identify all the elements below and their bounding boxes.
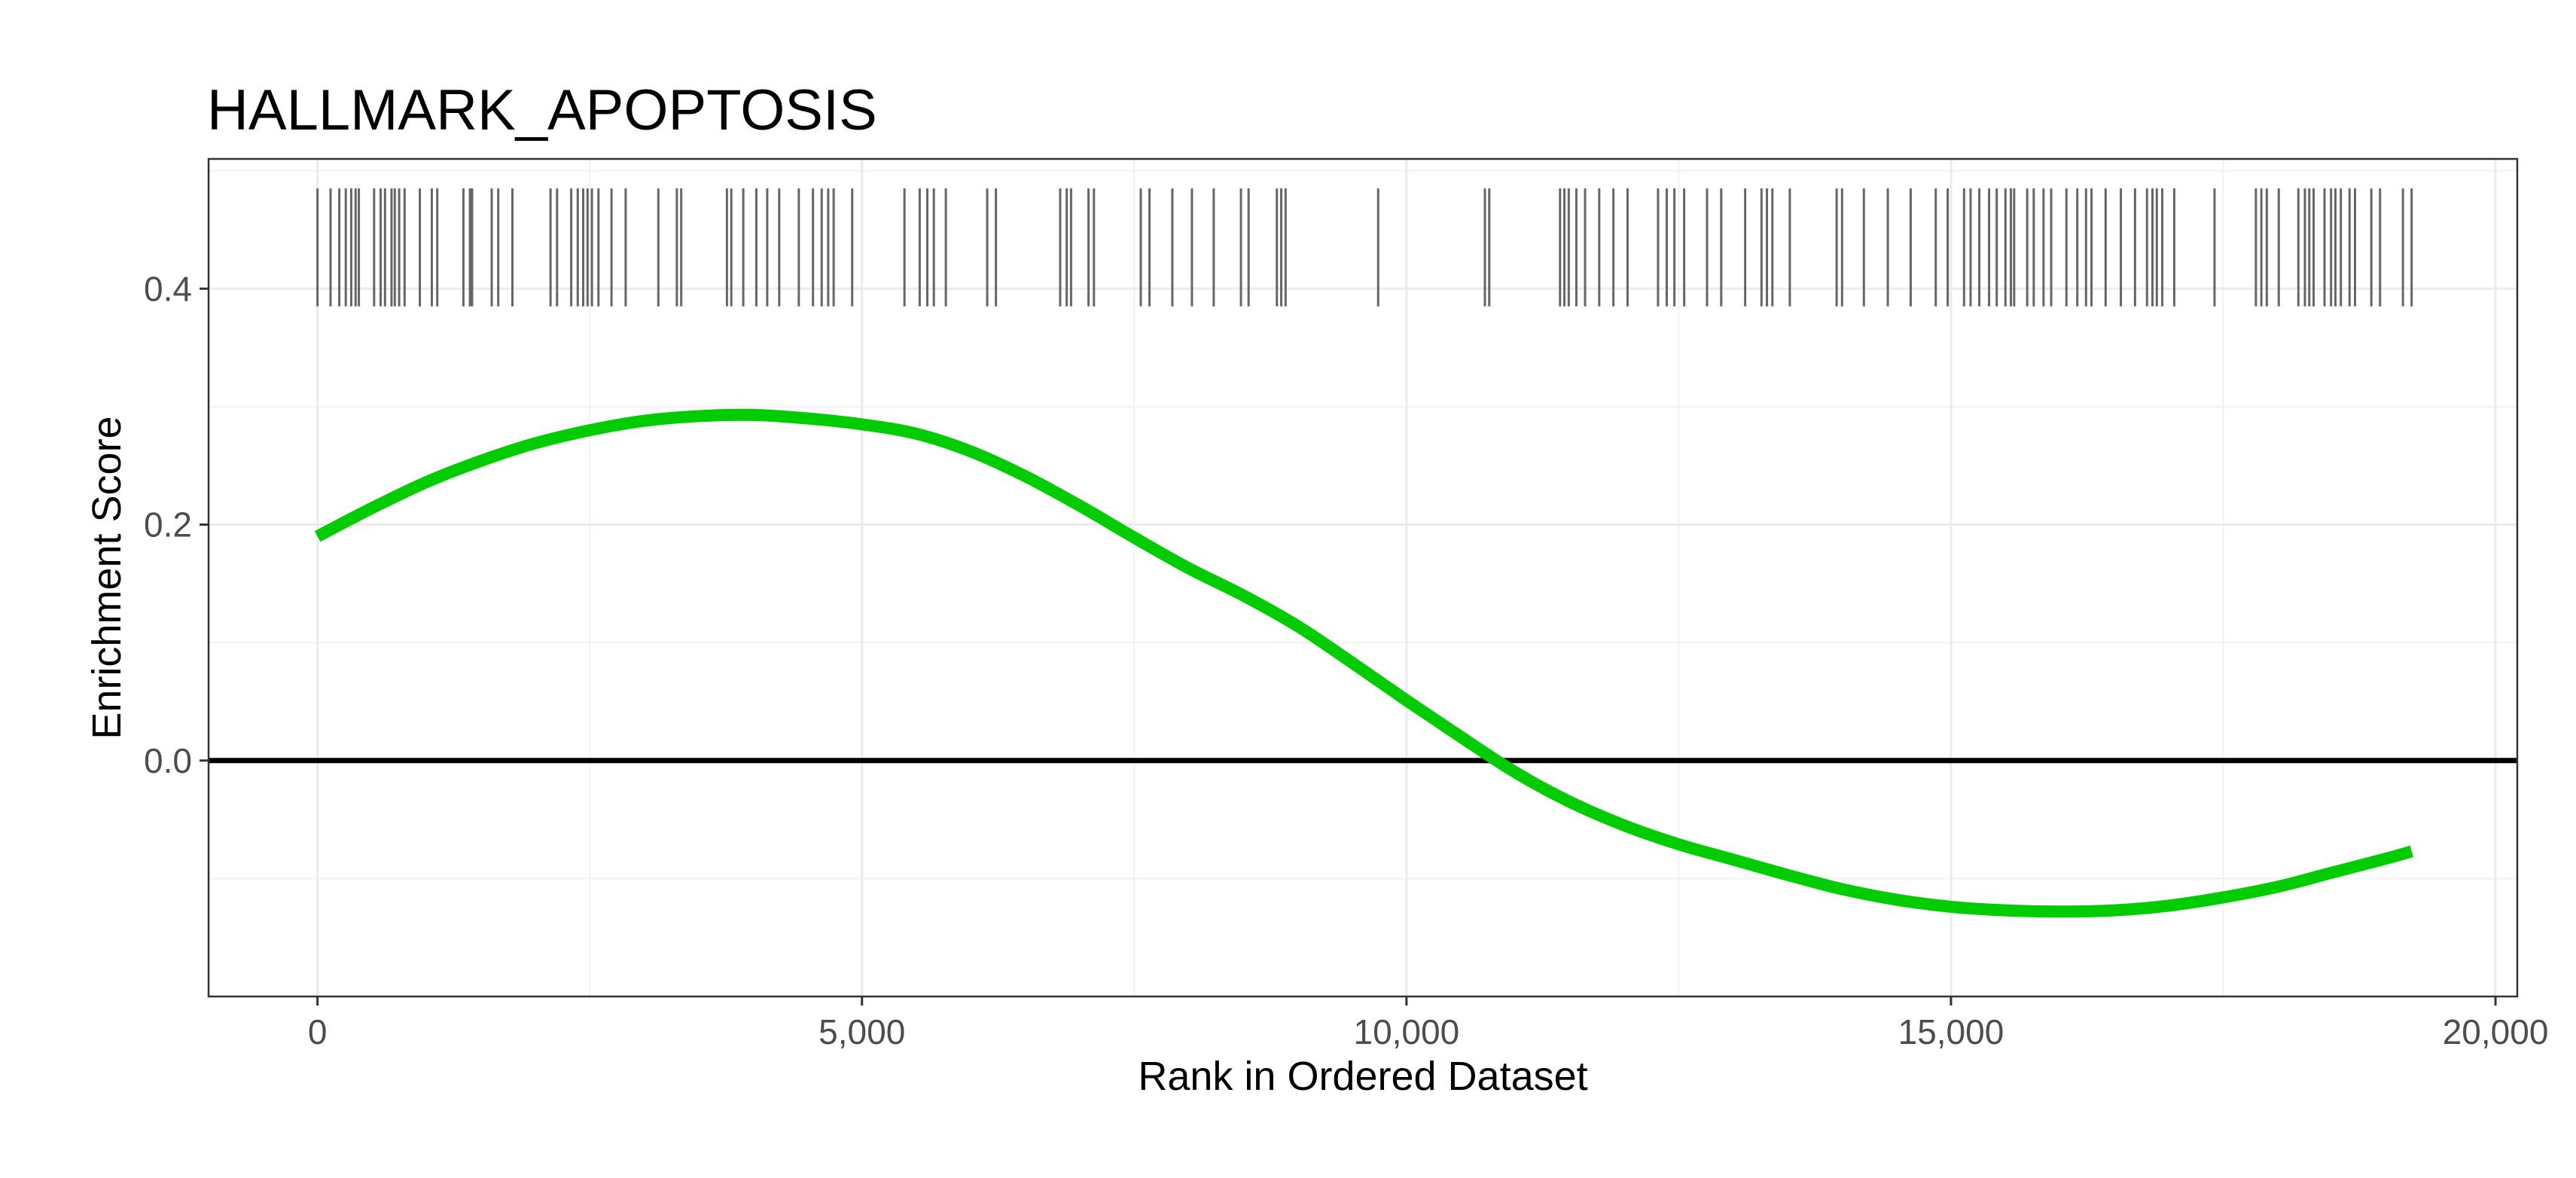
x-tick-label: 10,000 [1353, 1012, 1459, 1051]
minor-gridlines [209, 159, 2517, 996]
y-tick-label: 0.4 [144, 269, 192, 308]
plot-panel-border [207, 157, 2519, 998]
y-axis: 0.0 0.2 0.4 [144, 269, 209, 780]
gene-hit-marks [316, 188, 2413, 307]
x-tick-label: 20,000 [2443, 1012, 2549, 1051]
x-tick-label: 5,000 [819, 1012, 905, 1051]
enrichment-curve [314, 408, 2413, 918]
enrichment-curve-line [314, 408, 2413, 918]
y-axis-title: Enrichment Score [84, 416, 130, 739]
chart-title: HALLMARK_APOPTOSIS [207, 78, 877, 142]
x-axis: 0 5,000 10,000 15,000 20,000 [308, 996, 2549, 1051]
x-axis-title: Rank in Ordered Dataset [1138, 1054, 1587, 1099]
x-tick-label: 15,000 [1898, 1012, 2004, 1051]
y-tick-label: 0.2 [144, 505, 192, 545]
x-tick-label: 0 [308, 1012, 328, 1051]
y-tick-label: 0.0 [144, 741, 192, 780]
plot-panel [209, 159, 2517, 996]
